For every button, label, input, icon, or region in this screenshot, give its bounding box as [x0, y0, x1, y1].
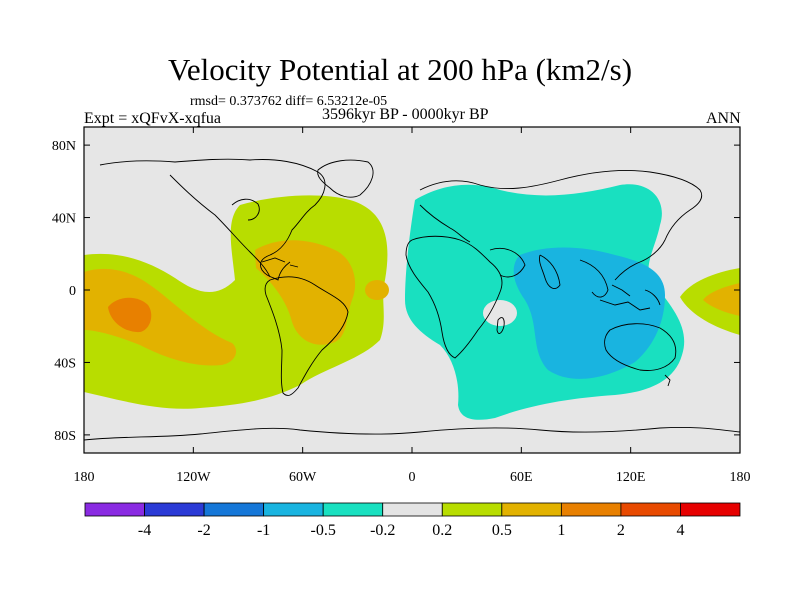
colorbar-label: 4	[676, 522, 684, 539]
fill-positive-moderate-americas	[255, 240, 356, 345]
season-label: ANN	[706, 110, 741, 127]
y-tick-label: 0	[69, 284, 76, 299]
colorbar-label: -2	[197, 522, 210, 539]
colorbar-label: 0.2	[432, 522, 452, 539]
x-tick-label: 0	[409, 470, 416, 485]
colorbar-label: -1	[257, 522, 270, 539]
x-tick-label: 60W	[289, 470, 317, 485]
colorbar-swatch	[680, 502, 741, 517]
colorbar-swatch	[382, 502, 443, 517]
x-tick-label: 60E	[510, 470, 533, 485]
fill-negative-weak-inset	[483, 300, 517, 326]
stats-label: rmsd= 0.373762 diff= 6.53212e-05	[190, 94, 388, 109]
fill-positive-moderate-west-pacific	[703, 283, 740, 316]
chart-title: Velocity Potential at 200 hPa (km2/s)	[167, 52, 633, 87]
y-tick-label: 40S	[54, 356, 76, 371]
x-tick-label: 120W	[176, 470, 211, 485]
y-tick-label: 40N	[52, 212, 76, 227]
colorbar-swatch	[263, 502, 324, 517]
colorbar-swatch	[84, 502, 145, 517]
experiment-label: Expt = xQFvX-xqfua	[84, 110, 222, 127]
fill-negative-moderate	[513, 247, 665, 379]
colorbar-swatch	[441, 502, 503, 517]
colorbar-label: 0.5	[492, 522, 512, 539]
colorbar-label: 1	[557, 522, 565, 539]
colorbar-swatch	[620, 502, 681, 517]
x-tick-label: 120E	[616, 470, 646, 485]
colorbar-label: 2	[617, 522, 625, 539]
y-tick-label: 80S	[54, 429, 76, 444]
colorbar-label: -0.5	[311, 522, 336, 539]
colorbar-swatch	[144, 502, 205, 517]
x-axis-ticks: 180 120W 60W 0 60E 120E 180	[74, 127, 751, 485]
colorbar-swatch	[203, 502, 265, 517]
colorbar-swatch	[501, 502, 562, 517]
fill-positive-moderate-atlantic	[365, 280, 389, 300]
x-tick-label: 180	[730, 470, 751, 485]
x-tick-label: 180	[74, 470, 95, 485]
period-label: 3596kyr BP - 0000kyr BP	[322, 106, 489, 123]
colorbar-swatch	[322, 502, 384, 517]
contour-fills	[84, 158, 740, 441]
fill-positive-moderate-pacific	[84, 268, 237, 366]
colorbar-swatch	[560, 502, 622, 517]
fill-positive-strong-core	[108, 297, 152, 333]
y-tick-label: 80N	[52, 139, 76, 154]
coastlines	[84, 158, 740, 441]
colorbar-label: -0.2	[370, 522, 395, 539]
colorbar-label: -4	[138, 522, 151, 539]
colorbar: -4 -2 -1 -0.5 -0.2 0.2 0.5 1 2 4	[84, 502, 741, 539]
y-axis-ticks: 80N 40N 0 40S 80S	[52, 139, 740, 444]
